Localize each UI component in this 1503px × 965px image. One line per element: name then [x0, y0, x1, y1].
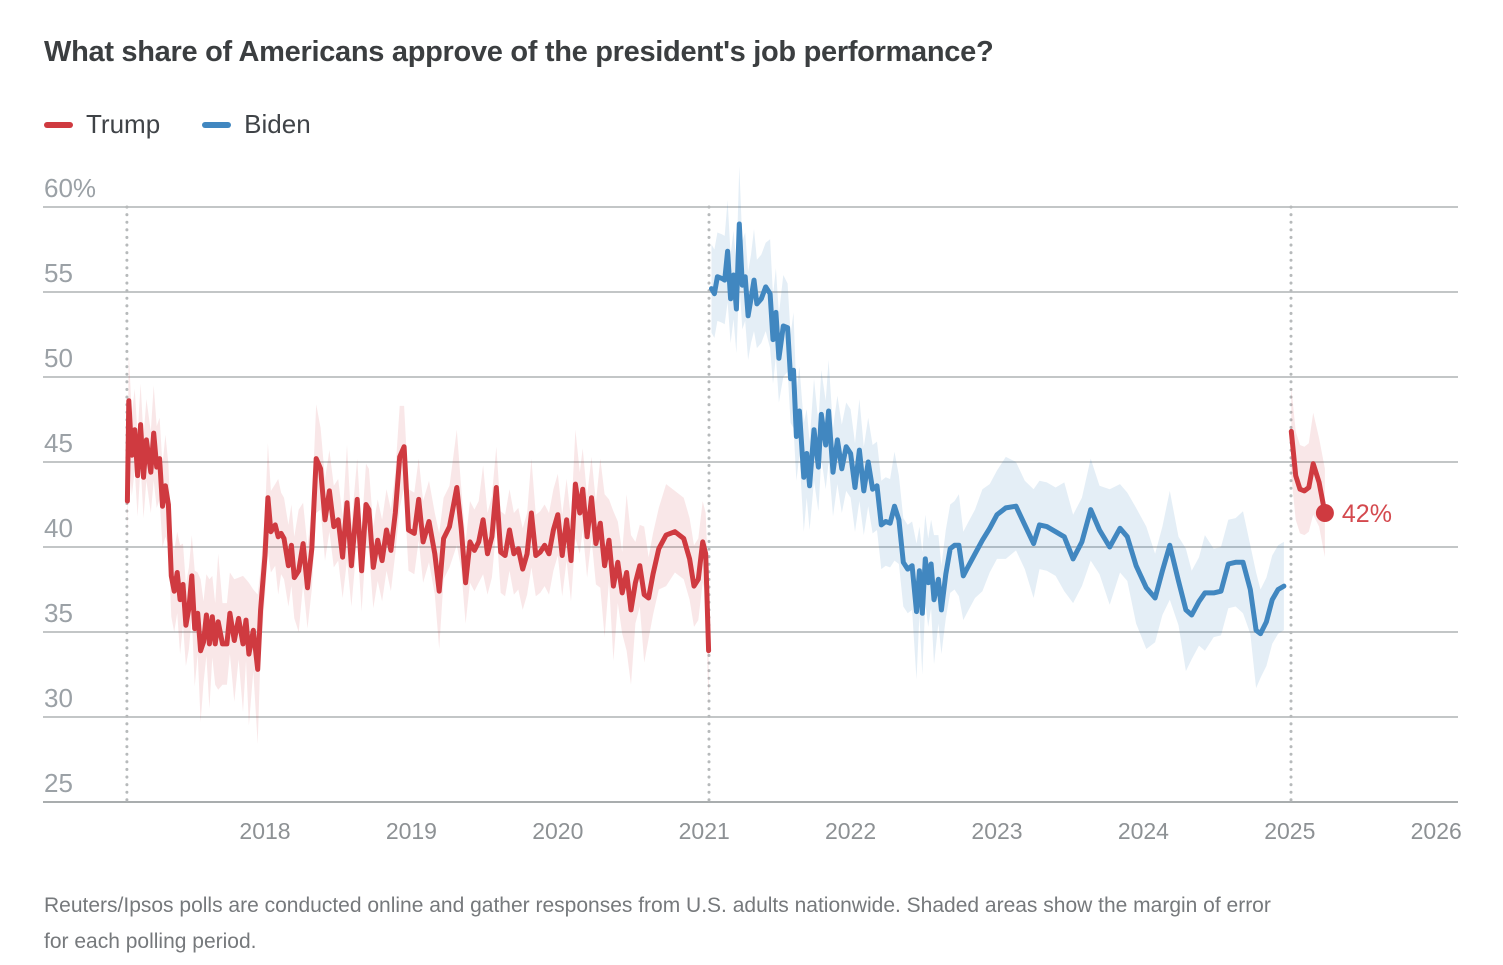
- y-tick-label-30: 30: [44, 683, 73, 713]
- y-tick-label-50: 50: [44, 343, 73, 373]
- y-tick-label-60: 60%: [44, 173, 96, 203]
- y-tick-label-45: 45: [44, 428, 73, 458]
- x-tick-label-2018: 2018: [239, 818, 290, 844]
- x-tick-label-2026: 2026: [1411, 818, 1462, 844]
- x-tick-label-2021: 2021: [679, 818, 730, 844]
- source-note: Reuters/Ipsos polls are conducted online…: [44, 888, 1474, 960]
- x-tick-label-2020: 2020: [532, 818, 583, 844]
- legend-label-trump: Trump: [86, 109, 161, 139]
- y-tick-label-25: 25: [44, 768, 73, 798]
- source-note-line2: for each polling period.: [44, 930, 257, 953]
- x-tick-label-2025: 2025: [1264, 818, 1315, 844]
- legend-item-trump: Trump: [44, 109, 160, 140]
- line-trump-2017-2021: [124, 398, 712, 672]
- y-tick-label-55: 55: [44, 258, 73, 288]
- x-tick-label-2022: 2022: [825, 818, 876, 844]
- legend-item-biden: Biden: [202, 109, 311, 140]
- x-tick-label-2019: 2019: [386, 818, 437, 844]
- margin-band-biden-2021-2025: [711, 166, 1284, 689]
- endpoint-value-label: 42%: [1342, 500, 1392, 528]
- y-tick-label-40: 40: [44, 513, 73, 543]
- legend-label-biden: Biden: [244, 109, 311, 139]
- line-trump-2025: [1288, 428, 1328, 516]
- source-note-line1: Reuters/Ipsos polls are conducted online…: [44, 894, 1271, 917]
- line-biden-2021-2025: [709, 221, 1287, 637]
- x-tick-label-2024: 2024: [1118, 818, 1169, 844]
- trump-line-swatch: [44, 121, 73, 128]
- biden-line-swatch: [202, 121, 232, 128]
- y-tick-label-35: 35: [44, 598, 73, 628]
- x-tick-label-2023: 2023: [971, 818, 1022, 844]
- page-title: What share of Americans approve of the p…: [44, 36, 994, 68]
- legend: Trump Biden: [44, 109, 311, 140]
- margin-band-trump-2017-2021: [127, 353, 709, 745]
- endpoint-dot: [1315, 504, 1334, 522]
